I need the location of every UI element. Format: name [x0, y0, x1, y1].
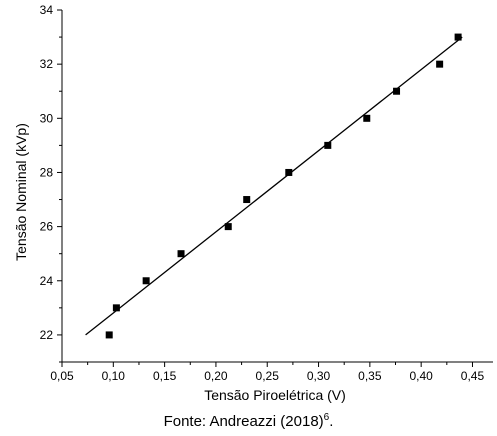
data-point	[243, 196, 251, 204]
caption-text: Fonte: Andreazzi (2018)	[163, 413, 324, 430]
x-tick-label: 0,40	[409, 369, 433, 383]
x-tick-label: 0,15	[153, 369, 177, 383]
y-tick-label: 24	[40, 274, 54, 288]
x-tick-label: 0,10	[102, 369, 126, 383]
x-tick-label: 0,35	[358, 369, 382, 383]
data-point	[436, 60, 444, 68]
axes: 0,05 0,10 0,15 0,20 0,25 0,30 0,35 0,40 0,45 22 24…	[40, 3, 493, 383]
fit-line	[85, 36, 463, 336]
scatter-chart: 0,05 0,10 0,15 0,20 0,25 0,30 0,35 0,40 0,45 22 24…	[13, 3, 493, 403]
x-tick-label: 0,20	[204, 369, 228, 383]
data-point	[142, 277, 150, 285]
data-point	[393, 87, 401, 95]
y-tick-label: 34	[40, 3, 54, 17]
y-tick-label: 32	[40, 57, 54, 71]
data-point	[224, 223, 232, 231]
y-tick-label: 26	[40, 220, 54, 234]
figure-caption: Fonte: Andreazzi (2018)6.	[0, 408, 497, 432]
y-axis-title: Tensão Nominal (kVp)	[13, 123, 29, 261]
x-tick-label: 0,25	[256, 369, 280, 383]
x-tick-label: 0,45	[461, 369, 485, 383]
y-tick-label: 30	[40, 111, 54, 125]
data-point	[177, 250, 185, 258]
caption-suffix: .	[329, 413, 334, 430]
x-axis-title: Tensão Piroelétrica (V)	[204, 387, 346, 403]
data-point	[112, 304, 120, 312]
data-point	[363, 114, 371, 122]
y-tick-label: 22	[40, 328, 54, 342]
x-tick-label: 0,30	[307, 369, 331, 383]
caption-superscript: 6	[323, 412, 330, 423]
x-tick-label: 0,05	[50, 369, 74, 383]
data-point	[105, 331, 113, 339]
data-point	[454, 33, 462, 41]
data-point	[324, 141, 332, 149]
data-point	[285, 168, 293, 176]
y-tick-label: 28	[40, 165, 54, 179]
data-marks	[85, 33, 463, 339]
